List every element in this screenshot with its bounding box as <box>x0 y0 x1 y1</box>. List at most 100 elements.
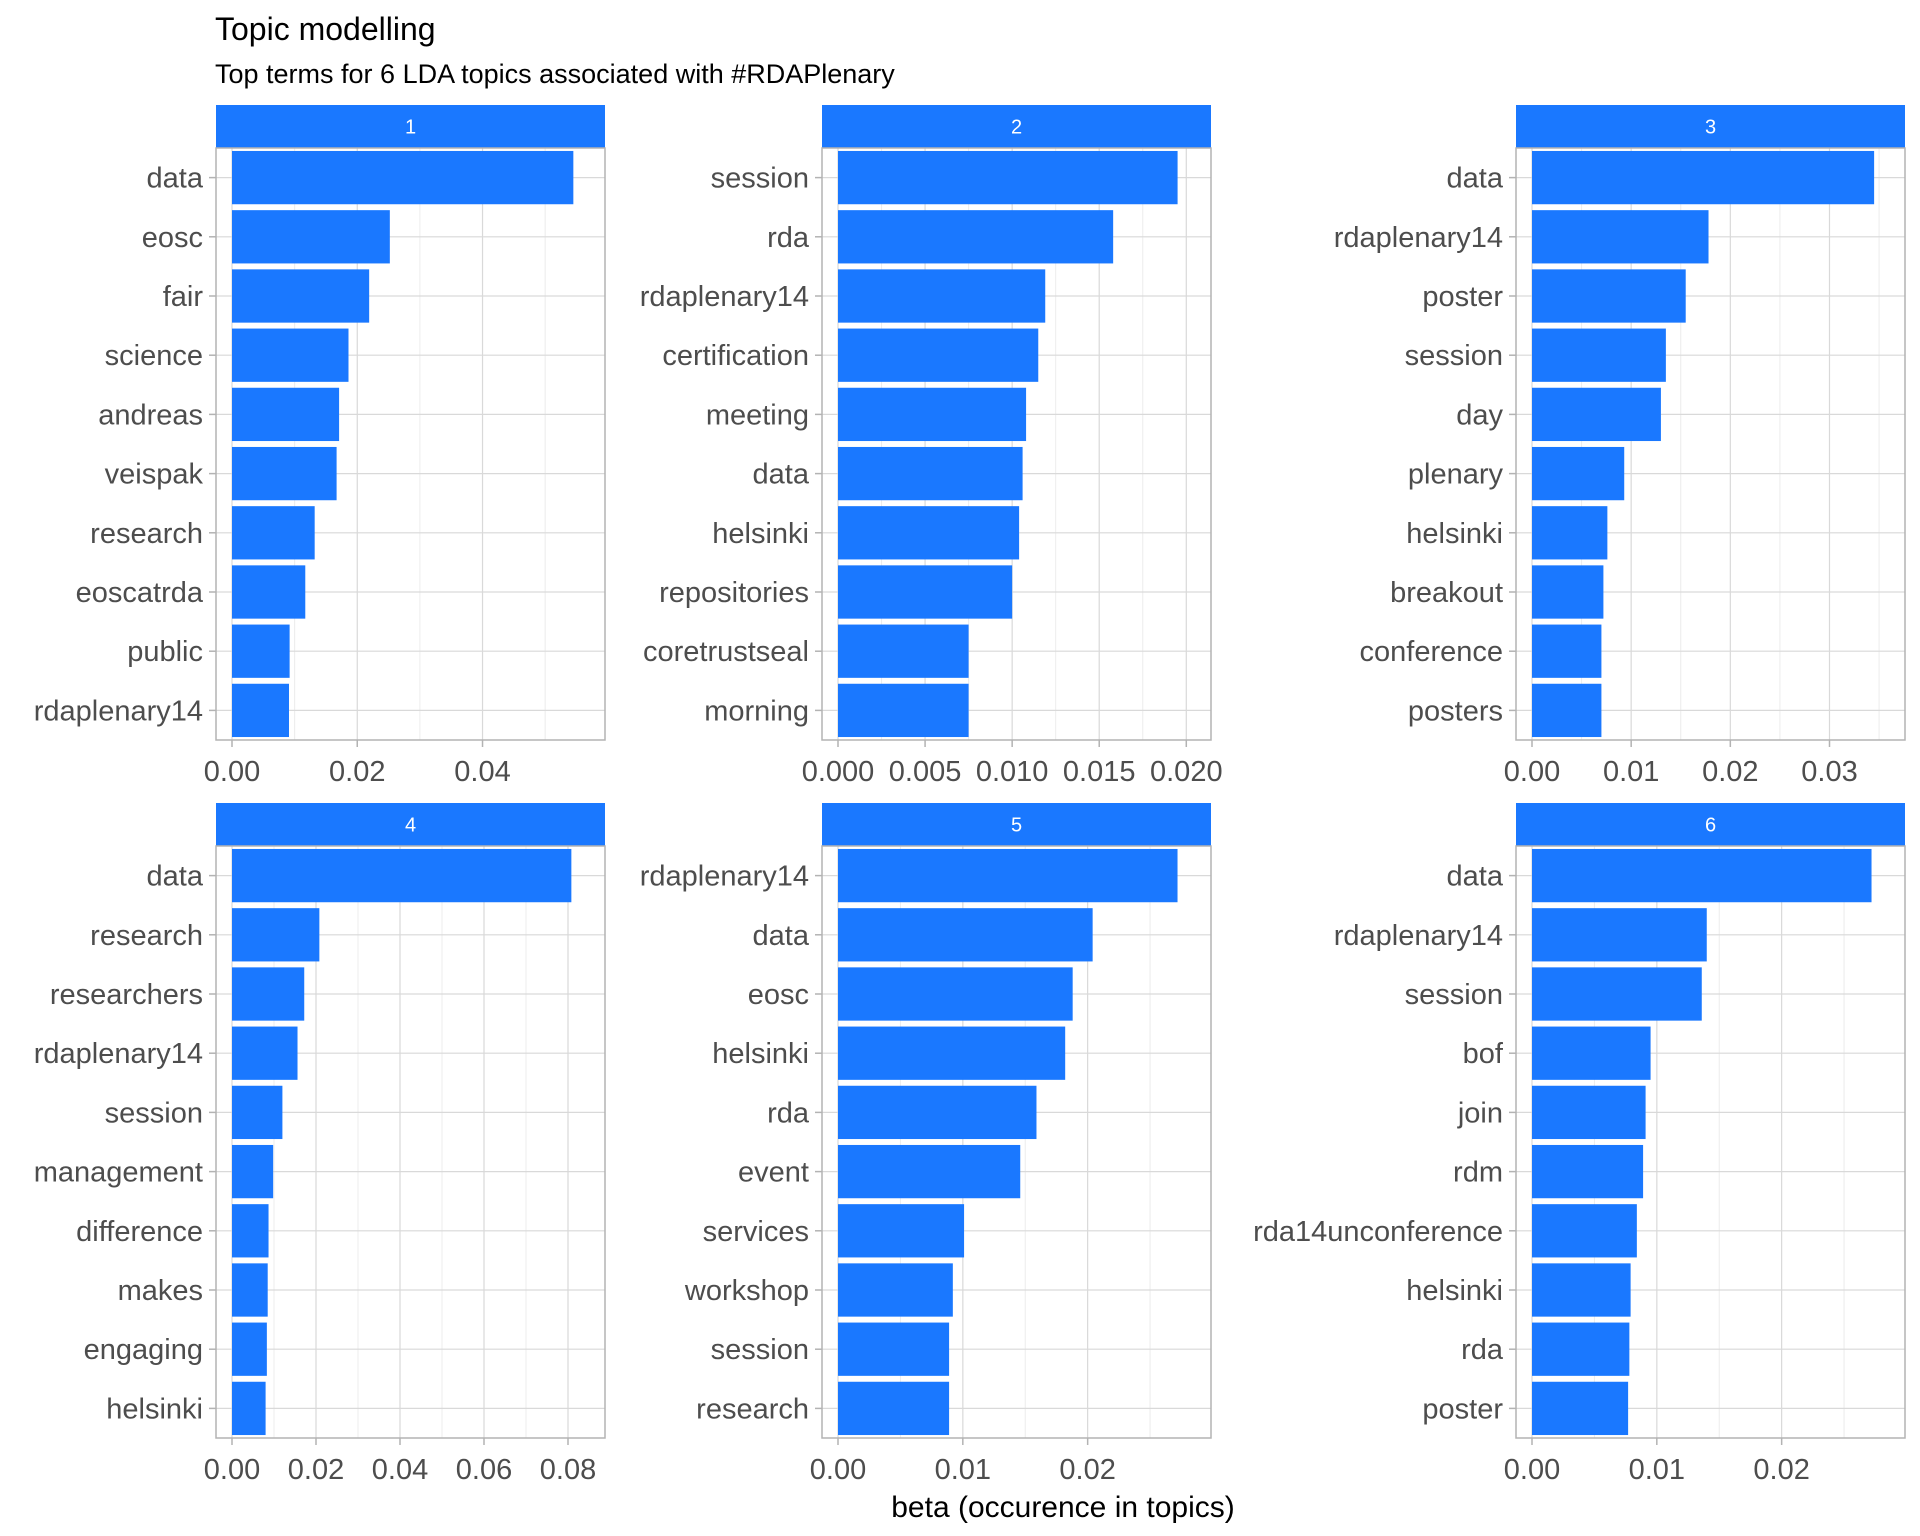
x-tick-label: 0.00 <box>204 756 260 788</box>
bar-poster <box>1532 269 1686 323</box>
bar-rdaplenary14 <box>1532 210 1709 264</box>
bar-helsinki <box>232 1381 266 1436</box>
bar-rda <box>1532 1322 1630 1376</box>
facet-strip <box>822 105 1211 148</box>
facet-strip-label: 5 <box>1011 815 1022 837</box>
bar-meeting <box>838 387 1027 442</box>
x-tick-label: 0.01 <box>935 1454 991 1486</box>
bar-management <box>232 1144 274 1199</box>
bar-session <box>232 1085 283 1140</box>
term-label: rdaplenary14 <box>34 695 203 727</box>
facet-panels: 1 data eosc fair science andreas veispak resear… <box>34 105 1906 1486</box>
bar-data <box>838 908 1093 962</box>
term-label: data <box>147 861 204 893</box>
bar-public <box>232 624 290 678</box>
term-label: day <box>1456 399 1503 431</box>
x-tick-label: 0.02 <box>288 1454 344 1486</box>
x-tick-label: 0.02 <box>1059 1454 1115 1486</box>
panel-border <box>1515 147 1906 741</box>
bar-rdaplenary14 <box>232 1026 298 1080</box>
bar-data <box>1532 848 1872 903</box>
term-label: eoscatrda <box>76 577 204 609</box>
term-label: poster <box>1422 1393 1503 1425</box>
bar-makes <box>232 1263 268 1317</box>
term-label: conference <box>1360 636 1504 668</box>
bar-rdaplenary14 <box>838 269 1046 323</box>
term-label: repositories <box>659 577 809 609</box>
term-label: data <box>753 459 810 491</box>
term-label: plenary <box>1408 459 1504 491</box>
bar-event <box>838 1144 1021 1199</box>
facet-strip-label: 4 <box>405 815 416 837</box>
term-label: eosc <box>748 979 809 1011</box>
x-tick-label: 0.01 <box>1629 1454 1685 1486</box>
term-label: rdaplenary14 <box>640 861 809 893</box>
term-label: research <box>90 518 203 550</box>
bar-rdaplenary14 <box>1532 908 1707 962</box>
term-label: research <box>90 920 203 952</box>
term-label: session <box>105 1097 203 1129</box>
bar-data <box>1532 150 1875 205</box>
term-label: rda14unconference <box>1253 1216 1503 1248</box>
x-tick-label: 0.015 <box>1063 756 1136 788</box>
term-label: veispak <box>105 459 204 491</box>
panel-border <box>821 845 1212 1439</box>
bar-conference <box>1532 624 1602 678</box>
facet-panel-6: 6 data rdaplenary14 session bof join rdm rda14u… <box>1253 803 1906 1486</box>
term-label: session <box>711 1334 809 1366</box>
bar-andreas <box>232 387 340 442</box>
bar-session <box>1532 967 1702 1021</box>
facet-panel-1: 1 data eosc fair science andreas veispak resear… <box>34 105 606 788</box>
bar-breakout <box>1532 565 1604 619</box>
chart-title: Topic modelling <box>215 11 436 47</box>
panel-border <box>1515 845 1906 1439</box>
facet-strip-label: 3 <box>1705 117 1716 139</box>
x-tick-label: 0.00 <box>810 1454 866 1486</box>
bar-poster <box>1532 1381 1629 1436</box>
bar-certification <box>838 328 1039 382</box>
bar-data <box>838 446 1023 501</box>
bar-rdm <box>1532 1144 1644 1199</box>
term-label: research <box>696 1393 809 1425</box>
term-label: rda <box>767 222 810 254</box>
term-label: rdaplenary14 <box>1334 222 1503 254</box>
term-label: rdaplenary14 <box>34 1038 203 1070</box>
term-label: data <box>1447 861 1504 893</box>
facet-strip <box>216 803 605 846</box>
bar-veispak <box>232 446 337 501</box>
bar-engaging <box>232 1322 267 1376</box>
facet-strip-label: 1 <box>405 117 416 139</box>
term-label: session <box>1405 340 1503 372</box>
bar-plenary <box>1532 446 1625 501</box>
term-label: researchers <box>50 979 203 1011</box>
term-label: data <box>147 163 204 195</box>
x-tick-label: 0.04 <box>372 1454 428 1486</box>
x-tick-label: 0.020 <box>1150 756 1223 788</box>
bar-rda <box>838 1085 1037 1140</box>
bar-join <box>1532 1085 1646 1140</box>
facet-strip <box>1516 105 1905 148</box>
bar-session <box>838 150 1178 205</box>
bar-helsinki <box>1532 506 1608 560</box>
facet-strip <box>1516 803 1905 846</box>
chart-subtitle: Top terms for 6 LDA topics associated wi… <box>215 59 895 89</box>
bar-repositories <box>838 565 1013 619</box>
bar-morning <box>838 683 969 738</box>
term-label: data <box>753 920 810 952</box>
term-label: coretrustseal <box>643 636 809 668</box>
x-tick-label: 0.04 <box>454 756 510 788</box>
term-label: services <box>703 1216 809 1248</box>
bar-eosc <box>232 210 390 264</box>
term-label: meeting <box>706 399 809 431</box>
term-label: poster <box>1422 281 1503 313</box>
bar-bof <box>1532 1026 1651 1080</box>
bar-eosc <box>838 967 1073 1021</box>
bar-workshop <box>838 1263 953 1317</box>
facet-panel-3: 3 data rdaplenary14 poster session day plenary… <box>1334 105 1906 788</box>
bar-eoscatrda <box>232 565 306 619</box>
facet-panel-4: 4 data research researchers rdaplenary14 sess… <box>34 803 606 1486</box>
facet-strip <box>216 105 605 148</box>
term-label: workshop <box>684 1275 809 1307</box>
x-tick-label: 0.01 <box>1603 756 1659 788</box>
